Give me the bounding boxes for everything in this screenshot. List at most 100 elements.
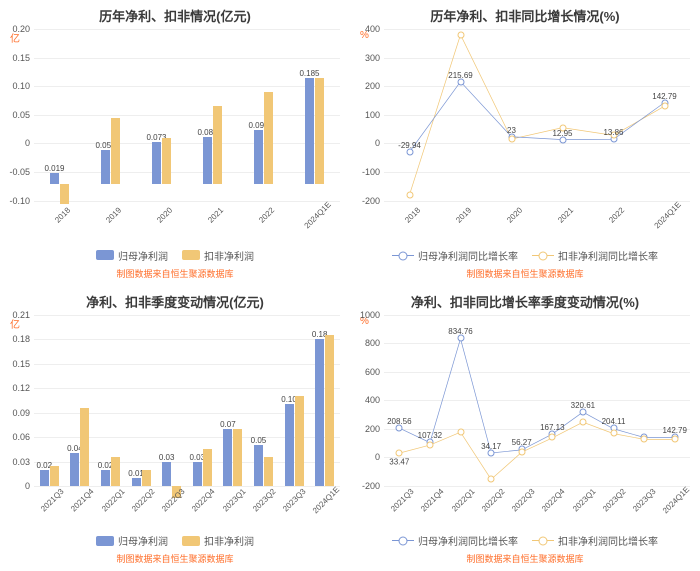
y-tick: 0.15 (4, 359, 30, 369)
x-tick: 2021 (544, 193, 598, 247)
source-text: 制图数据来自恒生聚源数据库 (354, 267, 696, 280)
legend-label-b: 扣非净利润 (204, 533, 254, 548)
x-axis-labels: 201820192020202120222024Q1E (384, 204, 690, 230)
legend-swatch-a (392, 255, 414, 256)
bar-value-label: 0.019 (44, 164, 64, 173)
point-label: 33.47 (389, 457, 409, 466)
line-marker-b (406, 191, 413, 198)
line-marker-b (457, 428, 464, 435)
y-tick: 0 (354, 138, 380, 148)
chart-title: 历年净利、扣非情况(亿元) (4, 6, 346, 25)
legend-swatch-b (182, 250, 200, 260)
point-label: 12.95 (552, 129, 572, 138)
legend-label-a: 归母净利润同比增长率 (418, 533, 518, 548)
legend-item-a: 归母净利润同比增长率 (392, 248, 518, 263)
x-tick: 2018 (41, 193, 95, 247)
point-label: 215.69 (448, 71, 472, 80)
y-tick: 800 (354, 338, 380, 348)
point-label: 834.76 (448, 327, 472, 336)
panel-quarterly-profit: 净利、扣非季度变动情况(亿元) 亿 00.030.060.090.120.150… (0, 286, 350, 571)
y-tick: 1000 (354, 310, 380, 320)
bar-group: 0.073 (136, 29, 187, 201)
source-text: 制图数据来自恒生聚源数据库 (4, 552, 346, 565)
y-tick: 0.12 (4, 383, 30, 393)
bar-value-label: 0.07 (220, 420, 236, 429)
bar-a: 0.04 (70, 453, 79, 486)
panel-quarterly-growth: 净利、扣非同比增长率季度变动情况(%) % -20002004006008001… (350, 286, 700, 571)
bar-b (111, 118, 120, 184)
legend-swatch-b (532, 540, 554, 541)
legend-label-b: 扣非净利润 (204, 248, 254, 263)
y-tick: 100 (354, 110, 380, 120)
line-marker-b (610, 430, 617, 437)
line-marker-b (396, 449, 403, 456)
bar-a: 0.07 (223, 429, 232, 486)
x-tick: 2021 (194, 193, 248, 247)
y-tick: 300 (354, 53, 380, 63)
x-tick: 2020 (143, 193, 197, 247)
source-text: 制图数据来自恒生聚源数据库 (4, 267, 346, 280)
line-marker-b (641, 435, 648, 442)
bar-group: 0.059 (85, 29, 136, 201)
line-marker-b (488, 475, 495, 482)
chart-area: 00.030.060.090.120.150.180.210.020.040.0… (34, 315, 340, 488)
point-label: 320.61 (571, 401, 595, 410)
bar-group: 0.07 (218, 315, 249, 487)
source-text: 制图数据来自恒生聚源数据库 (354, 552, 696, 565)
legend-label-a: 归母净利润 (118, 248, 168, 263)
bar-b (203, 449, 212, 486)
x-tick: 2019 (92, 193, 146, 247)
x-tick: 2018 (391, 193, 445, 247)
y-tick: 0.10 (4, 81, 30, 91)
line-marker-b (508, 136, 515, 143)
point-label: -29.94 (398, 141, 421, 150)
legend-swatch-a (96, 250, 114, 260)
x-axis-labels: 2021Q32021Q42022Q12022Q22022Q32022Q42023… (384, 489, 690, 515)
bar-group: 0.082 (187, 29, 238, 201)
bar-b (162, 138, 171, 184)
point-label: 107.32 (418, 431, 442, 440)
y-tick: -0.05 (4, 167, 30, 177)
bar-group: 0.02 (34, 315, 65, 487)
y-tick: 0.21 (4, 310, 30, 320)
legend-item-b: 扣非净利润同比增长率 (532, 248, 658, 263)
y-tick: 200 (354, 81, 380, 91)
bar-group: 0.019 (34, 29, 85, 201)
x-tick: 2024Q1E (311, 485, 353, 527)
point-label: 23 (507, 126, 516, 135)
x-tick: 2022 (245, 193, 299, 247)
y-tick: 0.03 (4, 457, 30, 467)
y-tick: -200 (354, 481, 380, 491)
bar-group: 0.01 (126, 315, 157, 487)
bar-b (60, 184, 69, 204)
bar-group: 0.04 (65, 315, 96, 487)
bar-a: 0.185 (305, 78, 314, 184)
bar-group: 0.03 (156, 315, 187, 487)
line-marker-b (457, 31, 464, 38)
legend-label-b: 扣非净利润同比增长率 (558, 533, 658, 548)
point-label: 34.17 (481, 442, 501, 451)
y-tick: 0.06 (4, 432, 30, 442)
x-tick: 2024Q1E (296, 193, 350, 247)
y-tick: -100 (354, 167, 380, 177)
bar-b (295, 396, 304, 486)
chart-area: -0.10-0.0500.050.100.150.200.0190.0590.0… (34, 29, 340, 202)
bar-value-label: 0.03 (159, 453, 175, 462)
bar-a: 0.18 (315, 339, 324, 486)
legend-item-b: 扣非净利润同比增长率 (532, 533, 658, 548)
legend: 归母净利润同比增长率 扣非净利润同比增长率 (354, 533, 696, 548)
y-tick: 200 (354, 424, 380, 434)
bar-a: 0.03 (162, 462, 171, 487)
point-label: 167.13 (540, 423, 564, 432)
legend-item-a: 归母净利润 (96, 533, 168, 548)
bar-a: 0.10 (285, 404, 294, 486)
x-axis-labels: 2021Q32021Q42022Q12022Q22022Q32022Q42023… (34, 489, 340, 515)
bar-group: 0.185 (289, 29, 340, 201)
bar-b (50, 466, 59, 486)
legend-label-a: 归母净利润同比增长率 (418, 248, 518, 263)
point-label: 13.86 (603, 129, 623, 138)
legend-label-b: 扣非净利润同比增长率 (558, 248, 658, 263)
bar-group: 0.02 (95, 315, 126, 487)
bar-value-label: 0.05 (251, 436, 267, 445)
x-tick: 2022 (595, 193, 649, 247)
